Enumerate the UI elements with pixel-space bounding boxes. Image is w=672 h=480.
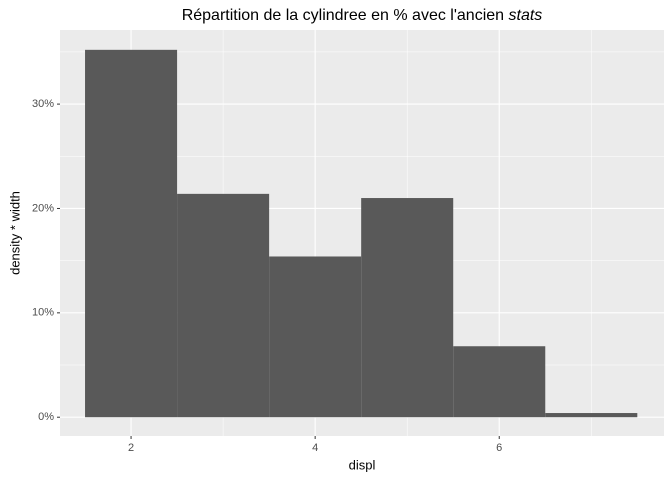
y-tick-label: 30% bbox=[32, 98, 54, 110]
x-tick-label: 4 bbox=[312, 442, 318, 454]
bar bbox=[453, 346, 546, 418]
title-text: Répartition de la cylindree en % avec l'… bbox=[182, 7, 504, 24]
bar bbox=[545, 413, 638, 418]
title-italic: stats bbox=[509, 7, 543, 24]
y-tick-label: 0% bbox=[38, 411, 54, 423]
x-axis-label: displ bbox=[349, 457, 376, 472]
y-tick-label: 20% bbox=[32, 202, 54, 214]
x-tick-label: 6 bbox=[496, 442, 502, 454]
y-tick-label: 10% bbox=[32, 307, 54, 319]
bar bbox=[177, 193, 270, 418]
bar bbox=[85, 49, 178, 418]
y-axis-label: density * width bbox=[7, 191, 22, 275]
bar bbox=[361, 198, 454, 418]
x-tick-label: 2 bbox=[128, 442, 134, 454]
chart-title: Répartition de la cylindree en % avec l'… bbox=[182, 7, 543, 24]
bar bbox=[269, 256, 362, 418]
